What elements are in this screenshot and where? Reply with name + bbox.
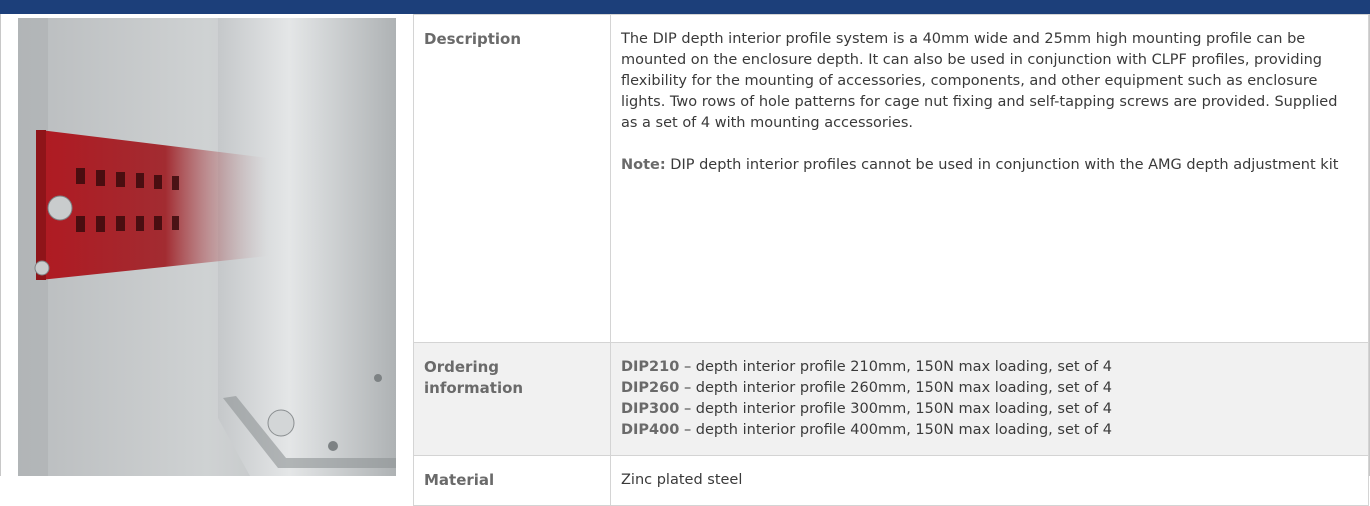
spec-table: Description The DIP depth interior profi… — [413, 14, 1369, 506]
order-text: – depth interior profile 400mm, 150N max… — [683, 422, 1112, 438]
order-text: – depth interior profile 300mm, 150N max… — [683, 401, 1112, 417]
order-text: – depth interior profile 260mm, 150N max… — [683, 380, 1112, 396]
order-text: – depth interior profile 210mm, 150N max… — [683, 359, 1112, 375]
row-label: Material — [413, 455, 611, 506]
row-value: The DIP depth interior profile system is… — [610, 14, 1369, 343]
order-code: DIP260 — [621, 380, 680, 396]
note-label: Note: — [621, 157, 666, 173]
row-label: Ordering information — [413, 342, 611, 456]
order-code: DIP210 — [621, 359, 680, 375]
row-value: DIP210 – depth interior profile 210mm, 1… — [610, 342, 1369, 456]
note: Note: DIP depth interior profiles cannot… — [621, 155, 1358, 176]
order-code: DIP300 — [621, 401, 680, 417]
order-item: DIP300 – depth interior profile 300mm, 1… — [621, 399, 1358, 420]
description-text: The DIP depth interior profile system is… — [621, 31, 1338, 131]
order-item: DIP400 – depth interior profile 400mm, 1… — [621, 420, 1358, 441]
order-code: DIP400 — [621, 422, 680, 438]
ordering-row: Ordering information DIP210 – depth inte… — [413, 342, 1369, 456]
material-row: Material Zinc plated steel — [413, 455, 1369, 506]
description-row: Description The DIP depth interior profi… — [413, 14, 1369, 343]
product-photo — [18, 18, 396, 476]
row-value: Zinc plated steel — [610, 455, 1369, 506]
order-item: DIP260 – depth interior profile 260mm, 1… — [621, 378, 1358, 399]
order-item: DIP210 – depth interior profile 210mm, 1… — [621, 357, 1358, 378]
header-bar — [0, 0, 1370, 14]
note-text: DIP depth interior profiles cannot be us… — [670, 157, 1339, 173]
row-label: Description — [413, 14, 611, 343]
